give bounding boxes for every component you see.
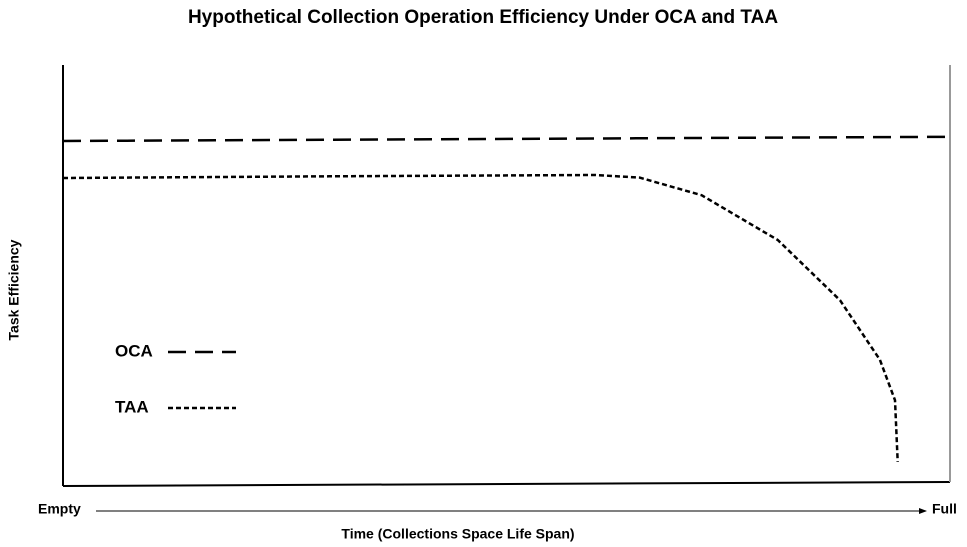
chart-title: Hypothetical Collection Operation Effici…	[188, 7, 778, 28]
x-start-label: Empty	[38, 501, 81, 517]
x-axis	[62, 481, 951, 487]
x-axis-label: Time (Collections Space Life Span)	[341, 526, 574, 542]
x-end-label: Full	[932, 501, 957, 517]
legend-label: OCA	[115, 341, 153, 360]
legend-label: TAA	[115, 397, 149, 416]
y-axis-label: Task Efficiency	[6, 239, 22, 340]
series-line	[62, 173, 899, 462]
series-line	[62, 135, 951, 143]
